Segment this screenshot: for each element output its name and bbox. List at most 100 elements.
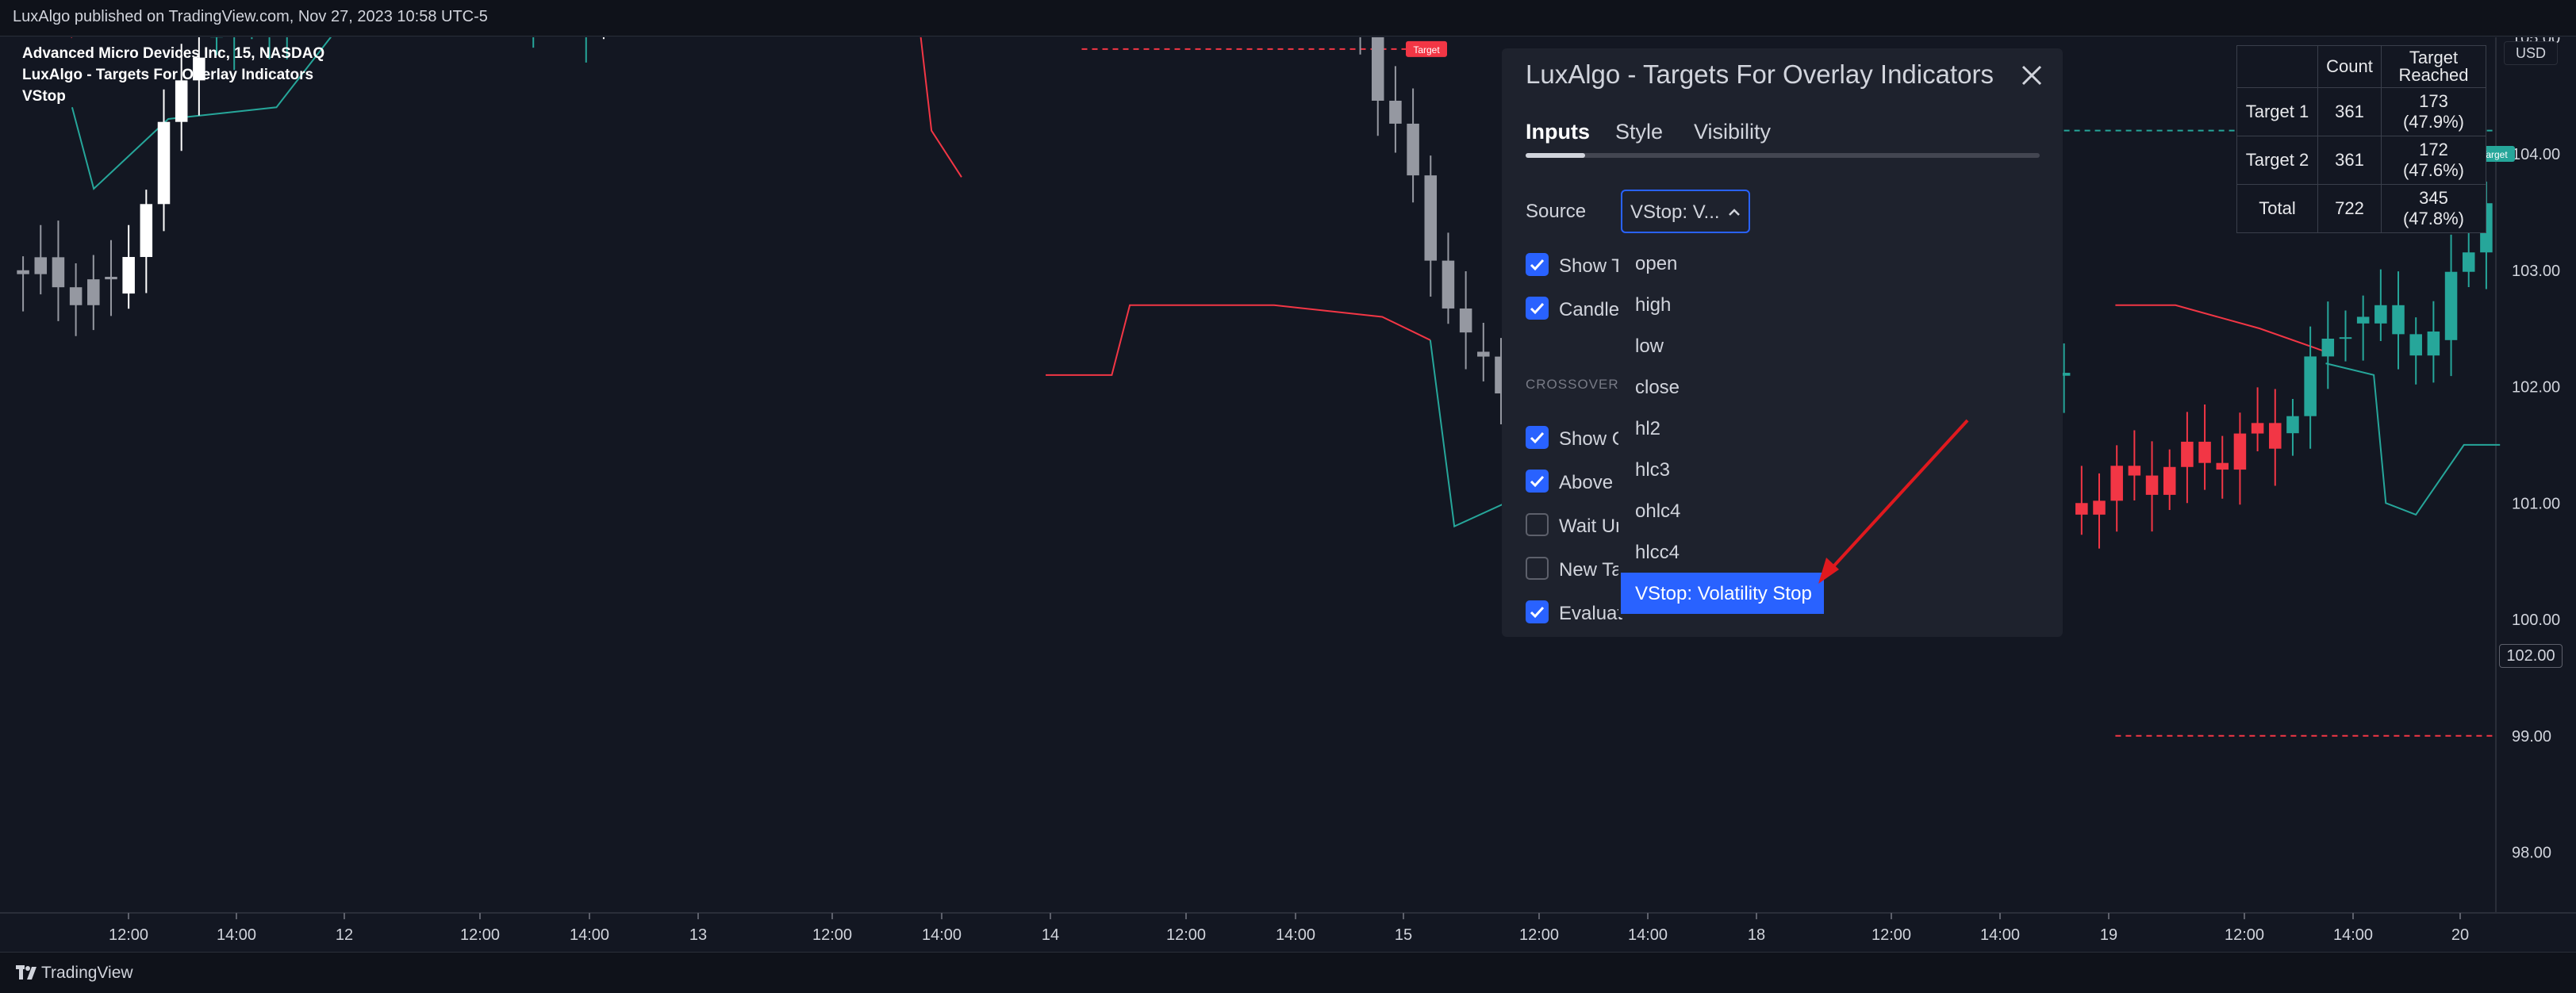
candle-body [1407,123,1419,176]
option-hlcc4[interactable]: hlcc4 [1618,531,1826,573]
wait-until-label[interactable]: Wait Un [1559,516,1626,537]
time-tick-label: 19 [2100,926,2117,944]
candle-body [34,257,48,274]
stats-cell: Target 2 [2236,136,2318,185]
candle-body [2093,500,2106,515]
option-ohlc4[interactable]: ohlc4 [1618,490,1826,531]
close-icon[interactable] [2016,59,2048,91]
price-tick-label: 104.00 [2512,146,2560,163]
source-select-value: VStop: V... [1630,201,1720,223]
price-tick-label: 99.00 [2512,728,2551,746]
option-label: low [1635,335,1664,357]
option-vstop[interactable]: VStop: Volatility Stop [1621,573,1824,614]
published-text: LuxAlgo published on TradingView.com, No… [13,8,488,25]
evaluate-checkbox[interactable] [1526,600,1549,623]
vstop-line [71,37,332,190]
time-tick-label: 14:00 [922,926,962,944]
candle-body [2110,466,2123,501]
candle-body [1424,175,1438,261]
candle-body [87,279,100,305]
price-tick-label: 102.00 [2512,379,2560,397]
wait-until-checkbox[interactable] [1526,513,1549,536]
candle-body [2427,331,2440,356]
candle-body [2163,466,2176,495]
time-tick-label: 14:00 [217,926,256,944]
candle-checkbox[interactable] [1526,297,1549,320]
candle-body [17,270,29,274]
stats-cell: 361 [2317,136,2382,185]
candle-body [2462,252,2475,272]
stats-cell: 173 (47.9%) [2381,87,2486,136]
candle-body [122,257,135,294]
time-tick-label: 14:00 [1980,926,2020,944]
price-chart[interactable]: 98.00 99.00 100.00 101.00 102.00 103.00 104.00… [0,37,2576,951]
candle-body [140,204,153,258]
vstop-line [919,37,962,178]
source-dropdown: open high low close hl2 hlc3 ohlc4 hlcc4… [1618,238,1826,617]
legend-indicator[interactable]: LuxAlgo - Targets For Overlay Indicators [22,67,314,83]
currency-button[interactable]: USD [2504,41,2558,65]
candle-body [2251,423,2264,434]
candle-body [2356,316,2370,324]
dialog-title: LuxAlgo - Targets For Overlay Indicators [1526,59,1994,89]
option-label: high [1635,294,1672,316]
source-select[interactable]: VStop: V... [1621,190,1750,233]
candle-label[interactable]: Candle [1559,299,1620,320]
candle-body [2057,373,2071,376]
checkmark-icon [1530,431,1545,444]
option-low[interactable]: low [1618,325,1826,366]
price-tick-label: 103.00 [2512,263,2560,280]
time-tick-label: 14:00 [2333,926,2373,944]
above-label[interactable]: Above F [1559,472,1630,493]
stats-row: Total 722 345 (47.8%) [2236,184,2486,233]
time-tick-label: 12:00 [812,926,852,944]
option-hl2[interactable]: hl2 [1618,408,1826,449]
footer-brand: TradingView [41,964,133,982]
stats-cell: 361 [2317,87,2382,136]
candle-body [1459,308,1472,333]
evaluate-label[interactable]: Evaluat [1559,603,1623,624]
candle-body [1442,260,1455,309]
show-targets-checkbox[interactable] [1526,253,1549,276]
time-tick-label: 12:00 [2225,926,2264,944]
tab-visibility[interactable]: Visibility [1694,120,1772,144]
tab-style[interactable]: Style [1615,120,1664,144]
chart-legend: Advanced Micro Devices Inc, 15, NASDAQ L… [22,43,324,107]
option-open[interactable]: open [1618,243,1826,284]
time-tick-label: 20 [2451,926,2469,944]
candle-body [2233,433,2247,470]
new-target-label[interactable]: New Tar [1559,559,1629,581]
new-target-checkbox[interactable] [1526,557,1549,580]
candle-body [2444,271,2458,340]
stats-row: Target 2 361 172 (47.6%) [2236,136,2486,185]
candle-body [52,257,65,288]
candle-body [1477,351,1490,357]
price-tick-label: 101.00 [2512,495,2560,512]
legend-overlay[interactable]: VStop [22,88,66,105]
legend-symbol[interactable]: Advanced Micro Devices Inc, 15, NASDAQ [22,45,325,62]
candle-body [157,121,171,205]
checkmark-icon [1530,259,1545,271]
time-tick-label: 12:00 [109,926,148,944]
candle-body [105,277,117,280]
stats-header: Target Reached [2381,45,2486,88]
target-tag-label: Target [1413,44,1440,56]
stats-header: Count [2317,45,2382,88]
option-hlc3[interactable]: hlc3 [1618,449,1826,490]
above-checkbox[interactable] [1526,470,1549,493]
vstop-line [2115,304,2326,353]
option-label: hl2 [1635,418,1661,439]
time-tick-label: 13 [689,926,707,944]
checkmark-icon [1530,302,1545,315]
option-high[interactable]: high [1618,284,1826,325]
option-label: close [1635,377,1680,398]
option-close[interactable]: close [1618,366,1826,408]
candle-body [2216,462,2229,470]
vstop-line [2325,362,2501,516]
tab-inputs[interactable]: Inputs [1526,120,1590,144]
candle-body [2304,356,2317,416]
tab-track [1526,153,2040,158]
top-bar: LuxAlgo published on TradingView.com, No… [0,0,2576,36]
show-crossovers-checkbox[interactable] [1526,426,1549,449]
price-tick-label: 100.00 [2512,612,2560,629]
